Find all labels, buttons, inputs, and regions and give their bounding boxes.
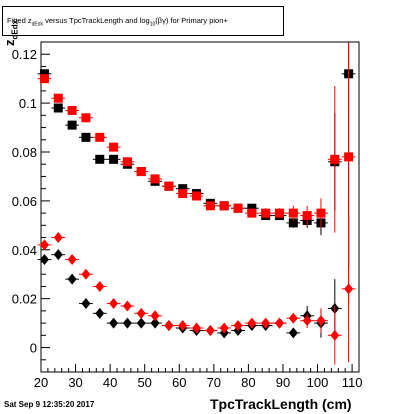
diamond-point xyxy=(122,317,132,329)
diamond-point xyxy=(233,320,243,332)
square-point xyxy=(316,208,326,218)
diamond-point xyxy=(81,268,91,280)
y-tick-label: 0.02 xyxy=(12,292,37,307)
square-point xyxy=(288,218,298,228)
square-point xyxy=(261,208,271,218)
data-marks xyxy=(37,42,356,365)
diamond-point xyxy=(316,315,326,327)
y-tick-label: 0 xyxy=(30,341,37,356)
diamond-point xyxy=(288,312,298,324)
square-point xyxy=(95,154,105,164)
square-point xyxy=(178,189,188,199)
axis-ticks: 20 30 40 50 60 70 80 90 100 110 0 0.02 0.04 0.06 0.08 0… xyxy=(12,47,363,390)
x-tick-label: 100 xyxy=(307,375,329,390)
diamond-point xyxy=(95,280,105,292)
diamond-point xyxy=(67,273,77,285)
square-point xyxy=(136,167,146,177)
square-point xyxy=(205,201,215,211)
square-point xyxy=(39,69,49,79)
square-point xyxy=(39,74,49,84)
x-tick-label: 90 xyxy=(276,375,290,390)
square-point xyxy=(53,93,63,103)
diamond-point xyxy=(150,310,160,322)
square-point xyxy=(67,120,77,130)
y-tick-label: 0.06 xyxy=(12,194,37,209)
diamond-point xyxy=(53,249,63,261)
diamond-point xyxy=(330,329,340,341)
square-point xyxy=(233,203,243,213)
x-tick-label: 20 xyxy=(34,375,48,390)
square-point xyxy=(178,184,188,194)
diamond-point xyxy=(288,327,298,339)
plot-frame xyxy=(40,41,360,373)
square-point xyxy=(219,201,229,211)
diamond-point xyxy=(205,324,215,336)
y-tick-label: 0.08 xyxy=(12,145,37,160)
diamond-point xyxy=(81,298,91,310)
diamond-point xyxy=(192,322,202,334)
x-tick-label: 80 xyxy=(241,375,255,390)
chart-title: Fitted zdEdx versus TpcTrackLength and l… xyxy=(2,6,284,36)
square-point xyxy=(81,113,91,123)
square-point xyxy=(150,174,160,184)
diamond-point xyxy=(178,320,188,332)
diamond-point xyxy=(109,317,119,329)
square-point xyxy=(288,208,298,218)
x-tick-label: 30 xyxy=(68,375,82,390)
diamond-point xyxy=(122,300,132,312)
x-axis-label: TpcTrackLength (cm) xyxy=(210,396,352,412)
square-point xyxy=(164,181,174,191)
square-point xyxy=(247,203,257,213)
square-point xyxy=(109,142,119,152)
x-tick-label: 110 xyxy=(342,375,363,390)
x-tick-label: 50 xyxy=(137,375,151,390)
diamond-point xyxy=(67,254,77,266)
diamond-point xyxy=(261,317,271,329)
x-tick-label: 60 xyxy=(172,375,186,390)
diamond-point xyxy=(302,315,312,327)
square-point xyxy=(95,132,105,142)
y-axis-label: zdEdx xyxy=(2,19,20,46)
square-point xyxy=(302,211,312,221)
square-point xyxy=(122,157,132,167)
y-tick-label: 0.12 xyxy=(12,47,37,62)
diamond-point xyxy=(136,317,146,329)
y-tick-label: 0.1 xyxy=(19,96,37,111)
diamond-point xyxy=(53,232,63,244)
diamond-point xyxy=(39,254,49,266)
diamond-point xyxy=(275,317,284,329)
square-point xyxy=(53,103,63,113)
x-tick-label: 40 xyxy=(103,375,117,390)
square-point xyxy=(275,208,284,218)
diamond-point xyxy=(247,317,257,329)
square-point xyxy=(247,208,257,218)
square-point xyxy=(330,154,340,164)
square-point xyxy=(81,132,91,142)
diamond-point xyxy=(150,317,160,329)
diamond-point xyxy=(109,298,119,310)
square-point xyxy=(67,105,77,115)
square-point xyxy=(109,154,119,164)
diamond-point xyxy=(39,239,49,251)
footer-timestamp: Sat Sep 9 12:35:20 2017 xyxy=(4,400,95,409)
square-point xyxy=(192,191,202,201)
square-point xyxy=(344,152,354,162)
diamond-point xyxy=(164,320,174,332)
diamond-point xyxy=(344,283,354,295)
diamond-point xyxy=(95,307,105,319)
x-tick-label: 70 xyxy=(207,375,221,390)
y-tick-label: 0.04 xyxy=(12,243,37,258)
diamond-point xyxy=(219,322,229,334)
diamond-point xyxy=(136,307,146,319)
